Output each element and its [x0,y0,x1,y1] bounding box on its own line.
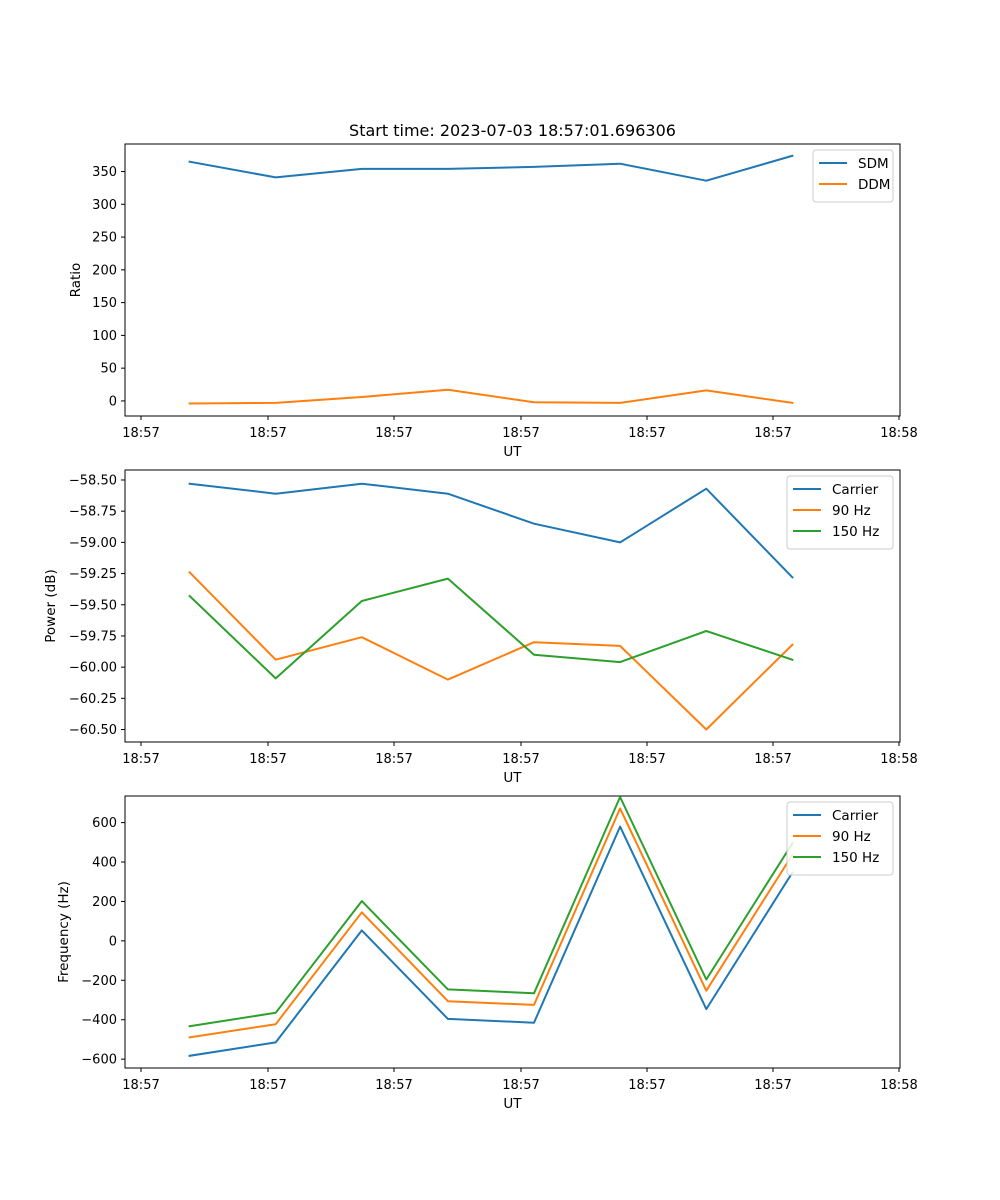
x-tick-label: 18:57 [754,426,791,441]
series-line-150-hz [188,796,794,1028]
x-tick-label: 18:57 [754,1078,791,1093]
y-tick-label: 0 [109,394,117,409]
y-tick-label: −200 [81,974,117,989]
y-tick-label: −600 [81,1053,117,1068]
series-line-90-hz [188,570,794,731]
y-axis-label: Power (dB) [43,569,59,642]
x-tick-label: 18:57 [502,1078,539,1093]
legend-label: DDM [858,177,890,193]
chart-panel-2: 18:57 18:57 18:57 18:57 18:57 18:57 18:58 UT −58… [43,469,918,786]
legend-label: 90 Hz [832,829,871,845]
x-axis-label: UT [503,444,522,460]
x-tick-label: 18:57 [375,752,412,767]
x-tick-label: 18:57 [122,426,159,441]
y-tick-label: −60.50 [69,723,117,738]
y-tick-label: 600 [92,816,117,831]
legend-label: SDM [858,156,889,172]
series-line-sdm [188,154,794,182]
legend: Carrier 90 Hz 150 Hz [786,475,894,550]
y-axis-label: Ratio [68,263,84,298]
x-tick-label: 18:57 [628,1078,665,1093]
series-line-150-hz [188,577,794,680]
legend: Carrier 90 Hz 150 Hz [786,801,894,876]
x-axis-label: UT [503,770,522,786]
x-axis-label: UT [503,1096,522,1112]
x-tick-label: 18:57 [628,752,665,767]
series-line-carrier [188,482,794,579]
y-tick-label: 50 [100,362,117,377]
legend-label: 90 Hz [832,503,871,519]
series-line-90-hz [188,807,794,1039]
y-tick-label: 300 [92,198,117,213]
y-tick-label: 400 [92,856,117,871]
y-tick-label: −59.75 [69,629,117,644]
y-tick-label: −59.25 [69,567,117,582]
legend-label: Carrier [832,808,879,824]
y-tick-label: 0 [109,934,117,949]
y-tick-label: −60.25 [69,692,117,707]
y-tick-label: −58.50 [69,473,117,488]
plot-area-frame [124,795,901,1069]
y-tick-label: −60.00 [69,661,117,676]
chart-title: Start time: 2023-07-03 18:57:01.696306 [349,121,676,140]
y-tick-label: 350 [92,165,117,180]
chart-panel-1: Start time: 2023-07-03 18:57:01.696306 18… [68,121,918,460]
y-axis-label: Frequency (Hz) [56,881,72,983]
legend-label: Carrier [832,482,879,498]
x-tick-label: 18:58 [880,426,917,441]
x-tick-label: 18:57 [249,1078,286,1093]
legend: SDM DDM [812,149,894,203]
x-tick-label: 18:57 [628,426,665,441]
x-tick-label: 18:57 [375,1078,412,1093]
x-tick-label: 18:57 [249,752,286,767]
y-tick-label: 100 [92,329,117,344]
x-tick-label: 18:58 [880,1078,917,1093]
series-line-carrier [188,825,794,1057]
y-tick-label: −59.00 [69,536,117,551]
y-tick-label: −400 [81,1013,117,1028]
series-line-ddm [188,388,794,405]
legend-label: 150 Hz [832,524,879,540]
y-tick-label: 150 [92,296,117,311]
y-tick-label: 200 [92,895,117,910]
y-tick-label: −59.50 [69,598,117,613]
x-tick-label: 18:58 [880,752,917,767]
x-tick-label: 18:57 [754,752,791,767]
x-tick-label: 18:57 [122,752,159,767]
chart-panel-3: 18:57 18:57 18:57 18:57 18:57 18:57 18:58 UT 600… [56,795,918,1112]
y-tick-label: 200 [92,263,117,278]
x-tick-label: 18:57 [502,752,539,767]
x-tick-label: 18:57 [122,1078,159,1093]
y-tick-label: −58.75 [69,505,117,520]
x-tick-label: 18:57 [375,426,412,441]
legend-label: 150 Hz [832,850,879,866]
x-tick-label: 18:57 [249,426,286,441]
y-tick-label: 250 [92,231,117,246]
plot-area-frame [124,469,901,743]
x-tick-label: 18:57 [502,426,539,441]
plot-area-frame [124,143,901,417]
